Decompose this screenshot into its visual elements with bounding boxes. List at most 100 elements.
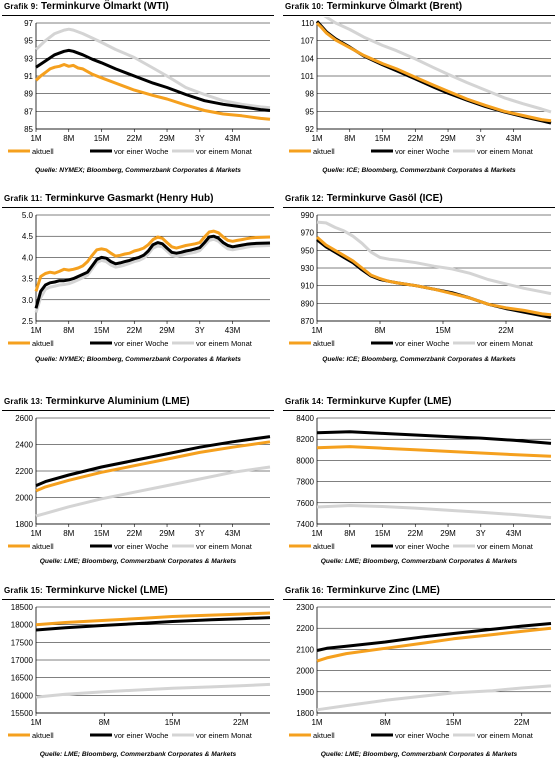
legend-label: vor einer Woche [114,731,168,740]
panel-title: Grafik 15: Terminkurve Nickel (LME) [4,585,168,596]
y-tick-label: 890 [301,299,315,308]
x-tick-label: 15M [375,134,391,143]
series-line-woche [316,430,552,445]
panel-title-prefix: Grafik 11: [4,194,43,203]
x-tick-label: 1M [311,134,322,143]
y-tick-label: 910 [301,282,315,291]
panel-title: Grafik 12: Terminkurve Gasöl (ICE) [285,193,443,204]
x-tick-label: 8M [344,134,355,143]
panel-title-text: Terminkurve Zinc (LME) [326,585,440,596]
series-line-aktuell [35,440,271,493]
x-tick-label: 15M [94,529,110,538]
y-tick-label: 15500 [11,709,34,718]
panel-title-text: Terminkurve Aluminium (LME) [45,396,190,407]
legend-label: aktuell [32,147,54,156]
series-line-aktuell [315,21,552,123]
y-tick-label: 8000 [296,456,314,465]
series-line-monat [34,237,271,313]
x-tick-label: 43M [225,529,241,538]
source-note: Quelle: LME; Bloomberg, Commerzbank Corp… [320,558,518,565]
x-tick-label: 29M [159,529,175,538]
title-rule [2,15,274,16]
y-tick-label: 85 [24,125,33,134]
series-line-woche [35,435,271,487]
legend-label: aktuell [32,542,54,551]
y-tick-label: 95 [305,107,314,116]
x-tick-label: 3Y [195,529,205,538]
x-tick-label: 43M [506,134,522,143]
panel-zinc: Grafik 16: Terminkurve Zinc (LME) 1800 19… [283,585,555,763]
x-tick-label: 3Y [476,134,486,143]
y-tick-label: 17000 [11,656,34,665]
legend-label: vor einer Woche [114,147,168,156]
y-tick-label: 2600 [15,414,33,423]
title-rule [2,207,274,208]
y-tick-label: 97 [24,19,33,28]
y-tick-label: 16500 [11,674,34,683]
series-line-woche [35,48,271,112]
legend-label: aktuell [313,147,335,156]
x-tick-label: 15M [94,134,110,143]
panel-kupfer: Grafik 14: Terminkurve Kupfer (LME) 7400… [283,396,555,574]
legend-label: vor einem Monat [477,542,534,551]
y-tick-label: 110 [301,19,314,28]
x-tick-label: 15M [435,326,451,335]
x-tick-label: 29M [159,134,175,143]
y-tick-label: 8400 [296,414,314,423]
y-tick-label: 5.0 [22,211,34,220]
y-tick-label: 1800 [296,709,314,718]
panel-nickel: Grafik 15: Terminkurve Nickel (LME) 1550… [2,585,274,763]
title-rule [283,599,555,600]
y-tick-label: 1800 [15,520,33,529]
x-tick-label: 29M [440,134,456,143]
x-tick-label: 29M [159,326,175,335]
chart-aluminium: 1800 2000 2200 2400 2600 1M 8M 15M 22M 29M 3Y 43M ak… [8,414,271,551]
panel-title-text: Terminkurve Ölmarkt (Brent) [326,1,463,12]
title-rule [283,410,555,411]
legend-label: vor einem Monat [477,147,534,156]
title-rule [283,207,555,208]
source-note: Quelle: ICE; Bloomberg, Commerzbank Corp… [322,356,516,363]
y-tick-label: 2400 [15,441,33,450]
chart-zinc: 1800 1900 2000 2100 2200 2300 1M 8M 15M 22M aktuel… [289,603,552,740]
panel-title: Grafik 11: Terminkurve Gasmarkt (Henry H… [4,193,213,204]
series-line-woche [316,622,552,652]
y-tick-label: 2.5 [22,317,34,326]
panel-title-text: Terminkurve Gasmarkt (Henry Hub) [45,193,214,204]
chart-gasoel: 870 890 910 930 950 970 990 1M 8M 15M 22M aktuell vo… [289,211,552,348]
x-tick-label: 15M [375,529,391,538]
title-rule [2,410,274,411]
x-tick-label: 1M [30,134,41,143]
y-tick-label: 101 [301,72,315,81]
source-note: Quelle: LME; Bloomberg, Commerzbank Corp… [39,751,237,758]
series-line-aktuell [34,63,271,121]
x-tick-label: 8M [374,326,385,335]
x-tick-label: 43M [225,326,241,335]
y-tick-label: 92 [305,125,314,134]
chart-brent: 92 95 98 101 104 107 110 1M 8M 15M 22M 29M 3Y 43M aktu… [289,17,552,156]
source-note: Quelle: NYMEX; Bloomberg, Commerzbank Co… [35,356,241,363]
panel-title-text: Terminkurve Gasöl (ICE) [326,193,443,204]
chart-henry-hub: 2.5 3.0 3.5 4.0 4.5 5.0 1M 8M 15M 22M 29M 3Y 43M aktu… [8,211,271,348]
legend-label: vor einer Woche [395,339,449,348]
panel-title-text: Terminkurve Ölmarkt (WTI) [41,1,169,12]
x-tick-label: 3Y [195,326,205,335]
legend-label: vor einer Woche [114,339,168,348]
panel-title-prefix: Grafik 15: [4,586,43,595]
y-tick-label: 2300 [296,603,314,612]
series-line-aktuell [316,445,552,458]
series-line-aktuell [316,235,552,317]
y-tick-label: 91 [24,72,33,81]
x-tick-label: 22M [233,718,249,727]
legend-label: aktuell [32,339,54,348]
panel-wti: Grafik 9: Terminkurve Ölmarkt (WTI) 85 87… [2,1,274,179]
chart-nickel: 15500 16000 16500 17000 17500 18000 18500 1M 8M 1… [8,603,271,740]
series-line-aktuell [316,626,552,663]
panel-title-prefix: Grafik 10: [285,2,324,11]
x-tick-label: 8M [99,718,110,727]
x-tick-label: 3Y [195,134,205,143]
legend-label: aktuell [313,731,335,740]
chart-wti: 85 87 89 91 93 95 97 1M 8M 15M 22M 29M 3Y 43M aktuell v… [8,19,271,156]
y-tick-label: 870 [301,317,315,326]
